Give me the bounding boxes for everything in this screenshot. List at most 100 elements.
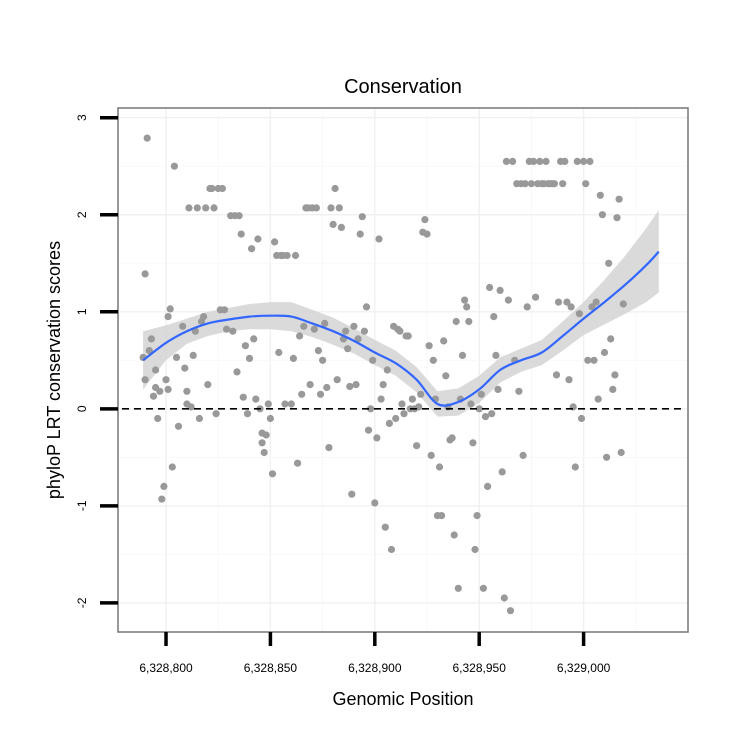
data-point [492, 351, 500, 359]
data-point [348, 490, 356, 498]
data-point [400, 410, 408, 418]
data-point [392, 414, 400, 423]
data-point [605, 259, 613, 267]
data-point [582, 180, 590, 188]
data-point [354, 335, 362, 343]
x-tick-label: 6,328,800 [139, 661, 193, 675]
confidence-band-area [143, 209, 659, 417]
data-point [458, 351, 467, 359]
data-point [333, 376, 341, 384]
data-point [413, 442, 421, 450]
data-point [598, 211, 607, 219]
data-point [592, 298, 600, 306]
x-tick-label: 6,328,850 [244, 661, 298, 675]
data-point [488, 410, 496, 418]
data-point [291, 251, 300, 260]
data-point [306, 381, 314, 389]
data-point [383, 366, 391, 374]
data-point [438, 511, 446, 520]
data-point [607, 335, 615, 343]
data-point [584, 356, 592, 364]
data-point [264, 400, 272, 408]
data-point [550, 180, 559, 188]
data-point [454, 584, 462, 592]
data-point [381, 523, 389, 531]
data-point [350, 322, 358, 330]
data-point [396, 327, 404, 335]
y-tick-label: 0 [75, 405, 89, 412]
data-point [609, 385, 617, 393]
data-point [481, 413, 490, 421]
data-point [168, 463, 176, 471]
confidence-band [143, 209, 659, 417]
data-point [519, 451, 527, 459]
data-point [611, 371, 619, 379]
data-point [229, 327, 237, 335]
data-point [181, 364, 189, 372]
data-point [425, 342, 433, 350]
data-point [442, 372, 450, 380]
data-point [473, 511, 481, 520]
data-point [504, 296, 512, 304]
data-point [212, 410, 220, 418]
data-point [149, 392, 158, 400]
data-point [496, 286, 504, 294]
data-point [352, 381, 360, 389]
data-point [435, 463, 444, 471]
data-point [619, 300, 627, 308]
scatter-points [139, 134, 627, 615]
data-point [613, 214, 621, 222]
data-point [235, 212, 243, 220]
data-point [254, 235, 262, 243]
data-point [316, 390, 325, 398]
data-point [529, 157, 538, 165]
y-tick-label: -2 [75, 597, 89, 608]
data-point [440, 337, 448, 345]
data-point [377, 395, 385, 403]
data-point [310, 325, 318, 333]
y-axis-title: phyloP LRT conservation scores [44, 241, 64, 499]
data-point [360, 327, 368, 335]
data-point [141, 270, 149, 278]
y-tick-label: 3 [75, 114, 89, 121]
data-point [281, 400, 289, 408]
data-point [287, 400, 295, 408]
data-point [260, 448, 268, 457]
data-point [248, 245, 256, 253]
data-point [289, 354, 297, 362]
data-point [245, 354, 254, 362]
data-point [615, 195, 623, 203]
data-point [423, 230, 431, 238]
data-point [296, 332, 304, 340]
data-point [590, 356, 598, 364]
data-point [187, 403, 195, 411]
data-point [164, 385, 172, 393]
data-point [344, 345, 352, 353]
data-point [160, 482, 168, 490]
data-point [179, 322, 187, 330]
data-point [145, 347, 153, 355]
data-point [321, 319, 329, 327]
data-point [174, 422, 183, 430]
data-point [588, 303, 596, 311]
data-point [577, 414, 586, 423]
data-point [337, 223, 345, 231]
data-point [554, 298, 563, 306]
data-point [379, 381, 387, 389]
data-point [484, 482, 492, 490]
data-point [465, 317, 473, 326]
data-point [508, 157, 517, 165]
data-point [237, 230, 245, 238]
data-point [475, 405, 483, 413]
smooth-line [142, 250, 660, 407]
data-point [486, 283, 494, 292]
data-point [294, 459, 302, 467]
data-point [262, 431, 270, 439]
data-point [467, 400, 475, 408]
data-point [356, 230, 364, 238]
data-point [506, 607, 515, 615]
data-point [594, 395, 602, 403]
data-point [367, 405, 375, 413]
data-point [319, 356, 327, 364]
y-tick-label: 2 [75, 211, 89, 218]
